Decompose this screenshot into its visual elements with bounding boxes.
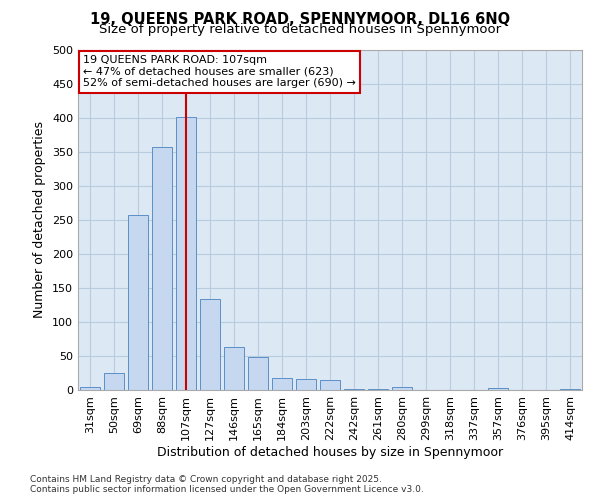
Text: Contains HM Land Registry data © Crown copyright and database right 2025.
Contai: Contains HM Land Registry data © Crown c… [30, 474, 424, 494]
Bar [296, 379, 316, 390]
Bar [248, 356, 268, 390]
Text: Size of property relative to detached houses in Spennymoor: Size of property relative to detached ho… [99, 22, 501, 36]
Bar [80, 386, 100, 390]
Bar [152, 146, 172, 390]
Bar [560, 388, 580, 390]
Bar [200, 299, 220, 390]
Bar [320, 380, 340, 390]
Bar [224, 347, 244, 390]
Bar [104, 373, 124, 390]
Text: 19 QUEENS PARK ROAD: 107sqm
← 47% of detached houses are smaller (623)
52% of se: 19 QUEENS PARK ROAD: 107sqm ← 47% of det… [83, 55, 356, 88]
Bar [392, 386, 412, 390]
Bar [488, 388, 508, 390]
Text: 19, QUEENS PARK ROAD, SPENNYMOOR, DL16 6NQ: 19, QUEENS PARK ROAD, SPENNYMOOR, DL16 6… [90, 12, 510, 28]
Bar [272, 378, 292, 390]
Y-axis label: Number of detached properties: Number of detached properties [34, 122, 46, 318]
Bar [176, 118, 196, 390]
Bar [128, 215, 148, 390]
X-axis label: Distribution of detached houses by size in Spennymoor: Distribution of detached houses by size … [157, 446, 503, 458]
